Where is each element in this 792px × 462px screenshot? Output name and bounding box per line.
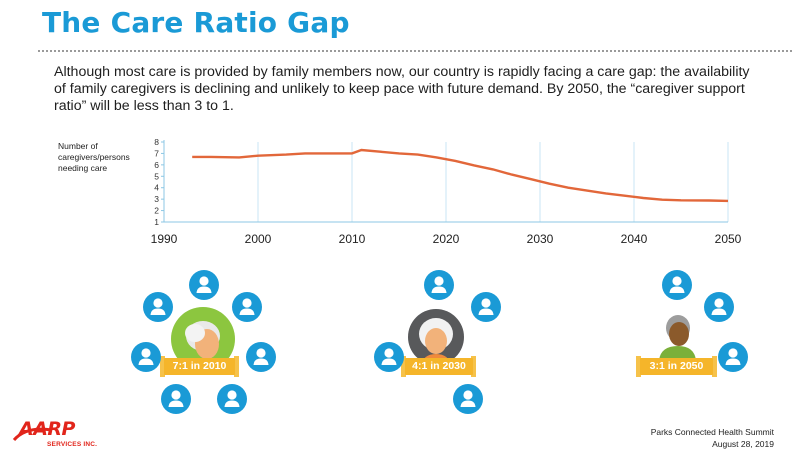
caregiver-person-icon	[232, 292, 262, 322]
caregiver-person-icon	[704, 292, 734, 322]
footer-event: Parks Connected Health Summit	[650, 427, 774, 437]
caregiver-person-icon	[189, 270, 219, 300]
aarp-logo-subtext: SERVICES INC.	[47, 441, 98, 448]
caregiver-person-icon	[217, 384, 247, 414]
caregiver-person-icon	[246, 342, 276, 372]
elder-gray-icon	[407, 308, 465, 366]
aarp-logo-text: AARP	[19, 418, 75, 440]
page-title: The Care Ratio Gap	[42, 6, 350, 39]
y-tick-label: 2	[154, 206, 159, 216]
x-tick-label: 2020	[433, 232, 460, 246]
chart-y-axis-label: Number of caregivers/persons needing car…	[58, 141, 130, 173]
x-tick-label: 2040	[621, 232, 648, 246]
caregiver-person-icon	[718, 342, 748, 372]
x-tick-label: 2030	[527, 232, 554, 246]
elder-man-icon	[656, 312, 698, 360]
caregiver-person-icon	[453, 384, 483, 414]
x-tick-label: 2000	[245, 232, 272, 246]
dotted-divider	[38, 50, 792, 52]
ratio-badge-2010: 7:1 in 2010	[164, 358, 235, 375]
ratio-badge-2050: 3:1 in 2050	[640, 358, 713, 375]
y-tick-label: 5	[154, 171, 159, 181]
caregiver-person-icon	[424, 270, 454, 300]
footer-date: August 28, 2019	[712, 439, 774, 449]
series-line	[192, 148, 729, 203]
caregiver-person-icon	[374, 342, 404, 372]
y-tick-label: 4	[154, 183, 159, 193]
y-tick-label: 8	[154, 137, 159, 147]
x-tick-label: 1990	[151, 232, 178, 246]
caregiver-person-icon	[161, 384, 191, 414]
caregiver-person-icon	[471, 292, 501, 322]
y-tick-label: 1	[154, 217, 159, 227]
aarp-swoosh-icon	[12, 427, 53, 442]
ratio-badge-2030: 4:1 in 2030	[405, 358, 473, 375]
y-tick-label: 6	[154, 160, 159, 170]
y-tick-label: 3	[154, 194, 159, 204]
caregiver-person-icon	[662, 270, 692, 300]
x-tick-label: 2050	[715, 232, 742, 246]
intro-paragraph: Although most care is provided by family…	[54, 64, 750, 114]
y-tick-label: 7	[154, 148, 159, 158]
caregiver-person-icon	[131, 342, 161, 372]
caregiver-person-icon	[143, 292, 173, 322]
footer: Parks Connected Health Summit August 28,…	[651, 426, 774, 450]
care-ratio-line-chart: 12 34 56 78 1990 2000 2010 2020 2030 2040 2050	[151, 137, 742, 246]
x-tick-label: 2010	[339, 232, 366, 246]
